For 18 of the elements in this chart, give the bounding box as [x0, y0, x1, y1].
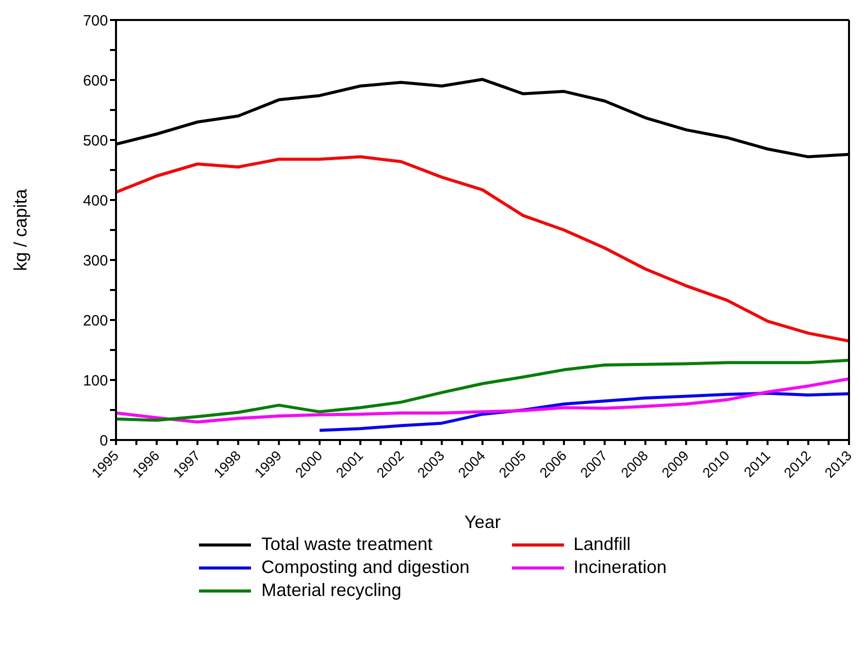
- legend-label: Landfill: [574, 534, 631, 555]
- y-tick-label: 100: [82, 372, 108, 390]
- y-axis-title: kg / capita: [10, 188, 30, 272]
- y-tick-label: 700: [82, 12, 108, 30]
- y-tick-label: 200: [82, 312, 108, 330]
- legend-label: Composting and digestion: [261, 557, 470, 578]
- x-axis-title: Year: [464, 512, 501, 532]
- y-tick-label: 400: [82, 192, 108, 210]
- line-series: [116, 377, 849, 424]
- y-tick-label: 500: [82, 132, 108, 150]
- line-series: [116, 358, 849, 422]
- legend-label: Incineration: [574, 557, 667, 578]
- legend-label: Material recycling: [261, 580, 402, 601]
- legend-label: Total waste treatment: [261, 534, 432, 555]
- line-series: [116, 155, 849, 342]
- y-tick-label: 600: [82, 72, 108, 90]
- y-tick-label: 0: [100, 432, 108, 450]
- y-tick-label: 300: [82, 252, 108, 270]
